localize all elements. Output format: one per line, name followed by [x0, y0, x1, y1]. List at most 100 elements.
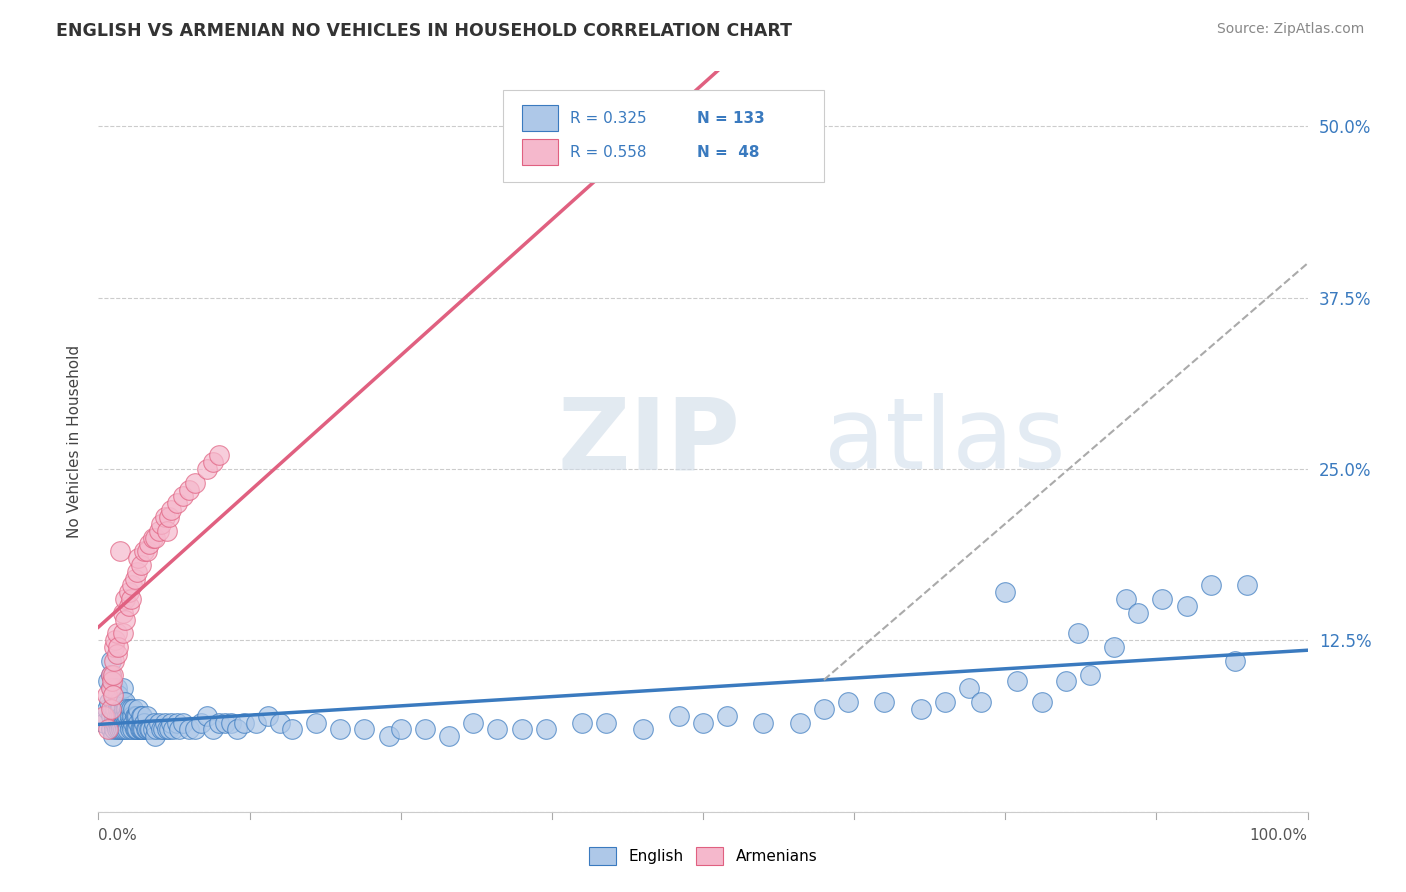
Point	[1175, 599, 1198, 613]
Point	[692, 715, 714, 730]
Point	[837, 695, 859, 709]
Point	[108, 715, 131, 730]
Point	[138, 537, 160, 551]
Point	[190, 715, 212, 730]
Point	[122, 702, 145, 716]
Point	[208, 448, 231, 462]
Point	[169, 723, 191, 737]
Point	[148, 524, 170, 538]
Point	[98, 695, 121, 709]
Text: N = 133: N = 133	[697, 111, 765, 126]
Legend: English, Armenians: English, Armenians	[582, 841, 824, 871]
Point	[353, 723, 375, 737]
Point	[910, 702, 932, 716]
Point	[1007, 674, 1029, 689]
Point	[110, 723, 132, 737]
Point	[202, 455, 225, 469]
Point	[1031, 695, 1053, 709]
Point	[256, 708, 278, 723]
Point	[129, 558, 152, 572]
Point	[957, 681, 980, 696]
Point	[118, 585, 141, 599]
Point	[994, 585, 1017, 599]
Point	[214, 715, 236, 730]
Point	[101, 688, 124, 702]
Point	[1152, 592, 1174, 607]
Point	[195, 708, 218, 723]
Point	[523, 140, 546, 154]
Point	[281, 723, 304, 737]
Bar	[522, 104, 558, 130]
Point	[121, 723, 143, 737]
Point	[789, 715, 811, 730]
Point	[127, 708, 149, 723]
Text: R = 0.558: R = 0.558	[569, 145, 647, 161]
Point	[115, 702, 138, 716]
Point	[103, 654, 125, 668]
Point	[103, 695, 125, 709]
Point	[124, 723, 146, 737]
Point	[148, 715, 170, 730]
Point	[135, 708, 157, 723]
Point	[160, 715, 183, 730]
Bar	[522, 139, 558, 165]
Point	[124, 572, 146, 586]
Point	[103, 708, 125, 723]
Point	[162, 723, 184, 737]
Point	[93, 715, 115, 730]
Point	[329, 723, 352, 737]
Point	[128, 723, 150, 737]
Point	[104, 633, 127, 648]
Point	[135, 723, 157, 737]
Point	[120, 592, 142, 607]
Point	[1102, 640, 1125, 655]
Point	[150, 516, 173, 531]
Point	[105, 647, 128, 661]
Point	[184, 475, 207, 490]
Point	[127, 565, 149, 579]
Point	[142, 531, 165, 545]
Point	[107, 688, 129, 702]
Point	[104, 715, 127, 730]
Point	[118, 708, 141, 723]
Point	[571, 715, 593, 730]
Point	[107, 715, 129, 730]
Point	[121, 578, 143, 592]
Point	[97, 723, 120, 737]
Point	[101, 681, 124, 696]
Point	[125, 708, 148, 723]
Point	[143, 729, 166, 743]
Point	[813, 702, 835, 716]
Point	[114, 592, 136, 607]
Point	[172, 489, 194, 503]
Point	[118, 599, 141, 613]
Point	[112, 702, 135, 716]
Point	[1128, 606, 1150, 620]
Point	[153, 510, 176, 524]
Y-axis label: No Vehicles in Household: No Vehicles in Household	[67, 345, 83, 538]
Point	[127, 715, 149, 730]
Point	[100, 702, 122, 716]
Point	[1078, 667, 1101, 681]
Text: 100.0%: 100.0%	[1250, 828, 1308, 843]
Point	[631, 723, 654, 737]
Point	[166, 715, 188, 730]
Point	[122, 715, 145, 730]
Point	[101, 729, 124, 743]
Point	[127, 723, 149, 737]
Point	[127, 702, 149, 716]
Point	[153, 715, 176, 730]
Text: ENGLISH VS ARMENIAN NO VEHICLES IN HOUSEHOLD CORRELATION CHART: ENGLISH VS ARMENIAN NO VEHICLES IN HOUSE…	[56, 22, 792, 40]
Point	[134, 544, 156, 558]
Point	[157, 510, 180, 524]
Point	[245, 715, 267, 730]
Point	[752, 715, 775, 730]
Point	[100, 681, 122, 696]
Point	[269, 715, 291, 730]
Point	[195, 462, 218, 476]
Point	[104, 702, 127, 716]
Point	[437, 729, 460, 743]
Point	[134, 715, 156, 730]
Point	[103, 723, 125, 737]
Point	[100, 674, 122, 689]
